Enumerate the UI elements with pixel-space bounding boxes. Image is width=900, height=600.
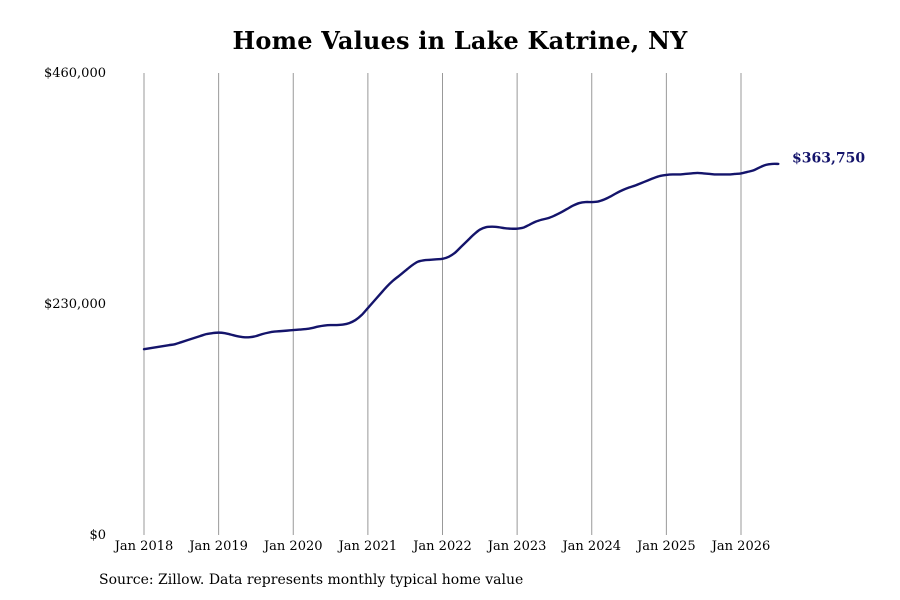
chart-title: Home Values in Lake Katrine, NY: [232, 26, 688, 55]
series-line: [142, 162, 780, 351]
x-axis-ticks: Jan 2018 Jan 2019 Jan 2020 Jan 2021 Jan 2022…: [113, 539, 771, 554]
x-tick-label: Jan 2019: [187, 539, 248, 554]
end-value-label: $363,750: [792, 150, 865, 166]
x-tick-label: Jan 2026: [710, 539, 771, 554]
series-layer: [142, 162, 780, 351]
x-tick-label: Jan 2021: [337, 539, 398, 554]
x-tick-label: Jan 2020: [262, 539, 323, 554]
x-tick-label: Jan 2024: [560, 539, 621, 554]
x-tick-label: Jan 2023: [486, 539, 547, 554]
grid-lines: [143, 73, 742, 535]
x-tick-label: Jan 2018: [113, 539, 174, 554]
y-tick-label: $230,000: [44, 297, 106, 312]
source-note: Source: Zillow. Data represents monthly …: [99, 572, 524, 588]
y-axis-ticks: $0 $230,000 $460,000: [44, 66, 106, 543]
y-tick-label: $460,000: [44, 66, 106, 81]
x-tick-label: Jan 2025: [635, 539, 696, 554]
y-tick-label: $0: [89, 528, 106, 543]
x-tick-label: Jan 2022: [411, 539, 472, 554]
annotation-layer: $363,750: [792, 150, 865, 166]
